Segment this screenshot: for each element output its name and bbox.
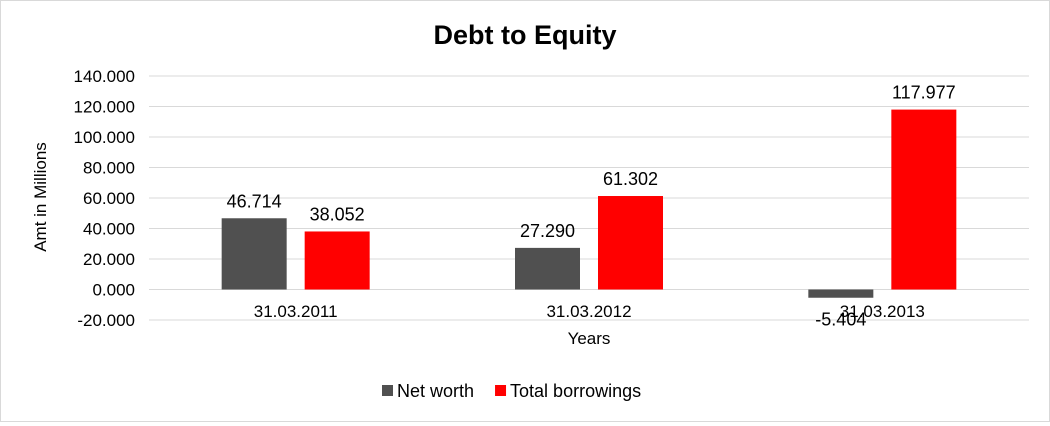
x-tick-label: 31.03.2013 <box>840 302 925 321</box>
data-labels: 46.714 38.052 27.290 61.302 -5.404 117.977 <box>227 83 956 330</box>
y-tick-label: 60.000 <box>83 189 135 208</box>
y-tick-label: 20.000 <box>83 250 135 269</box>
data-label: 117.977 <box>892 83 956 103</box>
x-tick-label: 31.03.2011 <box>254 302 338 321</box>
y-tick-label: -20.000 <box>77 311 135 330</box>
y-axis-ticks: 140.000 120.000 100.000 80.000 60.000 40.000 2… <box>74 67 135 330</box>
data-label: 38.052 <box>310 204 365 224</box>
data-label: 27.290 <box>520 221 575 241</box>
bar <box>808 289 874 298</box>
y-tick-label: 140.000 <box>74 67 135 86</box>
y-tick-label: 80.000 <box>83 159 135 178</box>
category-labels: 31.03.2011 31.03.2012 31.03.2013 <box>254 302 925 321</box>
data-label: 46.714 <box>227 191 282 211</box>
y-axis-title: Amt in Millions <box>31 142 50 252</box>
y-tick-label: 120.000 <box>74 98 135 117</box>
bars <box>221 109 957 298</box>
y-tick-label: 100.000 <box>74 128 135 147</box>
bar <box>304 231 370 290</box>
y-tick-label: 40.000 <box>83 220 135 239</box>
legend-swatch <box>382 385 393 396</box>
y-tick-label: 0.000 <box>92 281 135 300</box>
data-label: -5.404 <box>815 310 866 330</box>
x-axis-title: Years <box>568 329 611 348</box>
legend: Net worth Total borrowings <box>382 381 641 401</box>
legend-label: Net worth <box>397 381 474 401</box>
legend-swatch <box>495 385 507 396</box>
data-label: 61.302 <box>603 169 658 189</box>
x-tick-label: 31.03.2012 <box>546 302 631 321</box>
bar <box>515 247 580 290</box>
bar <box>891 109 957 290</box>
bar <box>221 218 287 290</box>
legend-label: Total borrowings <box>510 381 641 401</box>
bar <box>598 196 663 290</box>
chart-title: Debt to Equity <box>434 20 617 50</box>
gridlines <box>149 75 1029 321</box>
